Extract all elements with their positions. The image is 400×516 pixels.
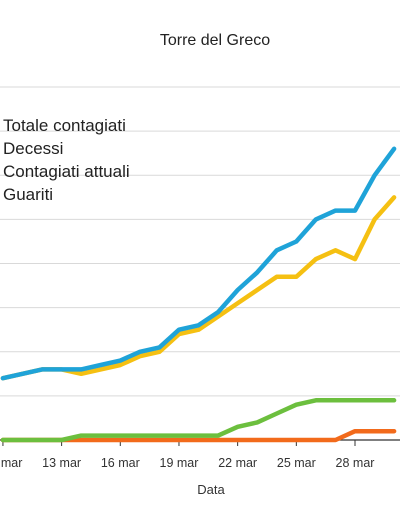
- series-lines: [0, 146, 397, 443]
- x-tick-label: 13 mar: [42, 456, 81, 470]
- x-tick-label: 25 mar: [277, 456, 316, 470]
- series-line-totale-contagiati: [0, 146, 397, 381]
- chart-title: Torre del Greco: [160, 32, 270, 49]
- legend-item-decessi: Decessi: [3, 139, 63, 158]
- x-tick-label: 19 mar: [160, 456, 199, 470]
- x-axis-label: Data: [197, 482, 225, 497]
- legend: Totale contagiati Decessi Contagiati att…: [3, 116, 130, 204]
- legend-item-guariti: Guariti: [3, 185, 53, 204]
- series-line-guariti: [0, 195, 397, 381]
- gridlines: [0, 86, 400, 397]
- legend-item-contagiati-attuali: Contagiati attuali: [3, 162, 130, 181]
- x-tick-label: 16 mar: [101, 456, 140, 470]
- x-tick-label: 22 mar: [218, 456, 257, 470]
- x-tick-label: 10 mar: [0, 456, 22, 470]
- series-line-contagiati-attuali: [0, 398, 397, 443]
- x-tick-labels: 10 mar 13 mar 16 mar 19 mar 22 mar 25 mar 28 m…: [0, 440, 374, 470]
- legend-item-totale: Totale contagiati: [3, 116, 126, 135]
- x-tick-label: 28 mar: [336, 456, 375, 470]
